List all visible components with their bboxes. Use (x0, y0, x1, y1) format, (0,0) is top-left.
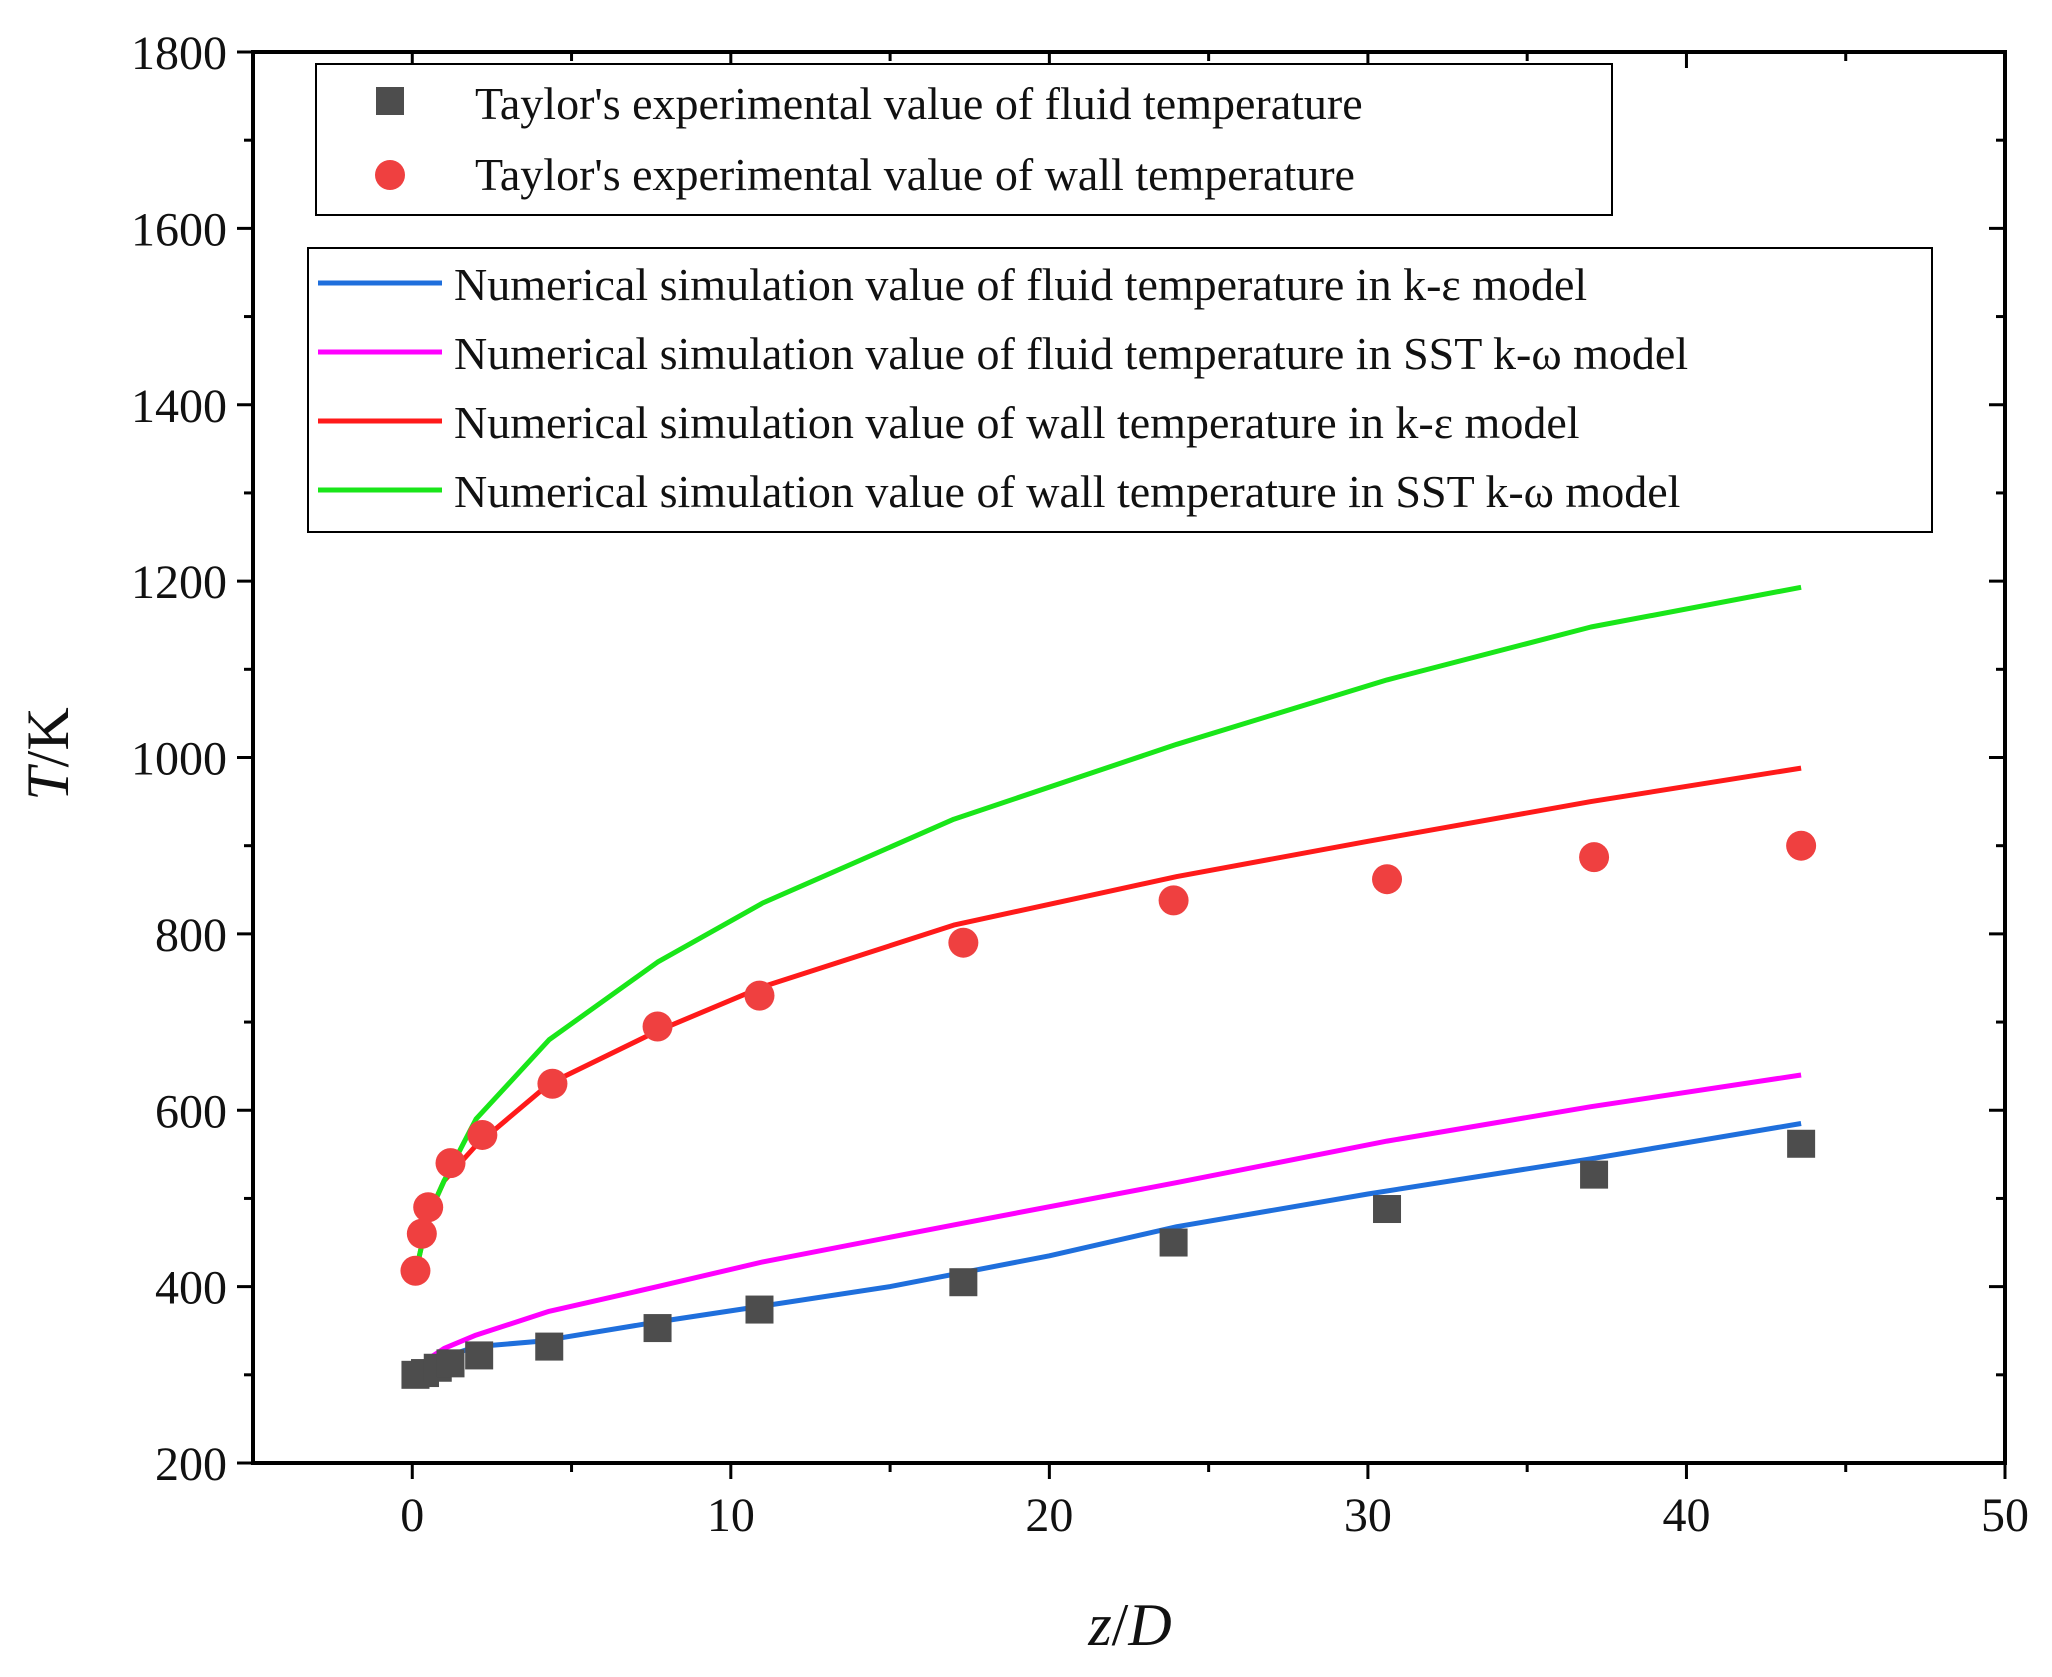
y-tick-label: 1000 (131, 733, 227, 786)
x-tick-label: 0 (400, 1489, 424, 1542)
y-tick-label: 1400 (131, 380, 227, 433)
y-axis-title: T/K (15, 707, 81, 800)
y-tick-label: 400 (155, 1262, 227, 1315)
wall-temperature-point (1786, 830, 1817, 861)
fluid-temperature-point (535, 1332, 564, 1361)
wall-temperature-point (413, 1192, 444, 1223)
legend-label-fluid-sst-k-omega: Numerical simulation value of fluid temp… (454, 328, 1688, 379)
fluid-temperature-point (643, 1314, 672, 1343)
wall-temperature-point (744, 980, 775, 1011)
axis-ticks: 0 10 20 30 40 50 200 400 600 800 1000 1200 1400 1600 1… (131, 27, 2029, 1542)
legend-label-fluid-k-epsilon: Numerical simulation value of fluid temp… (454, 259, 1587, 310)
wall-temperature-point (948, 927, 979, 958)
data-series (400, 584, 1817, 1389)
legend-box (307, 247, 1933, 533)
wall-temperature-point (642, 1011, 673, 1042)
y-tick-label: 600 (155, 1085, 227, 1138)
x-tick-label: 50 (1981, 1489, 2029, 1542)
wall-temperature-point (1579, 842, 1610, 873)
legend-circle-marker (375, 160, 405, 190)
fluid-temperature-point (1580, 1160, 1609, 1189)
x-tick-label: 10 (707, 1489, 755, 1542)
wall-temperature-point (1158, 885, 1189, 916)
legend-experimental: Taylor's experimental value of fluid tem… (315, 63, 1613, 216)
y-tick-label: 200 (155, 1438, 227, 1491)
series-line-4 (413, 584, 1802, 1274)
wall-temperature-point (435, 1148, 466, 1179)
legend-label-wall-experimental: Taylor's experimental value of wall temp… (475, 149, 1355, 200)
fluid-temperature-point (949, 1268, 978, 1297)
fluid-temperature-point (1159, 1228, 1188, 1257)
legend-box (315, 63, 1613, 216)
plot-area-frame (251, 50, 2007, 1465)
legend-label-wall-k-epsilon: Numerical simulation value of wall tempe… (454, 397, 1580, 448)
fluid-temperature-point (745, 1295, 774, 1324)
fluid-temperature-point (1787, 1129, 1816, 1158)
legend-square-marker (376, 87, 404, 115)
wall-temperature-point (1372, 864, 1403, 895)
y-tick-label: 1800 (131, 27, 227, 80)
wall-temperature-point (400, 1255, 431, 1286)
x-tick-label: 30 (1344, 1489, 1392, 1542)
legend-label-fluid-experimental: Taylor's experimental value of fluid tem… (475, 78, 1363, 129)
x-tick-label: 40 (1662, 1489, 1710, 1542)
legend-label-wall-sst-k-omega: Numerical simulation value of wall tempe… (454, 466, 1680, 517)
legend-numerical: Numerical simulation value of fluid temp… (307, 247, 1933, 533)
y-tick-label: 800 (155, 909, 227, 962)
x-axis-title: z/D (1087, 1592, 1171, 1658)
fluid-temperature-point (436, 1349, 465, 1378)
wall-temperature-point (537, 1068, 568, 1099)
y-tick-label: 1200 (131, 556, 227, 609)
x-tick-label: 20 (1025, 1489, 1073, 1542)
y-tick-label: 1600 (131, 203, 227, 256)
fluid-temperature-point (465, 1341, 494, 1370)
fluid-temperature-point (1373, 1195, 1402, 1224)
wall-temperature-point (467, 1119, 498, 1150)
wall-temperature-point (406, 1218, 437, 1249)
